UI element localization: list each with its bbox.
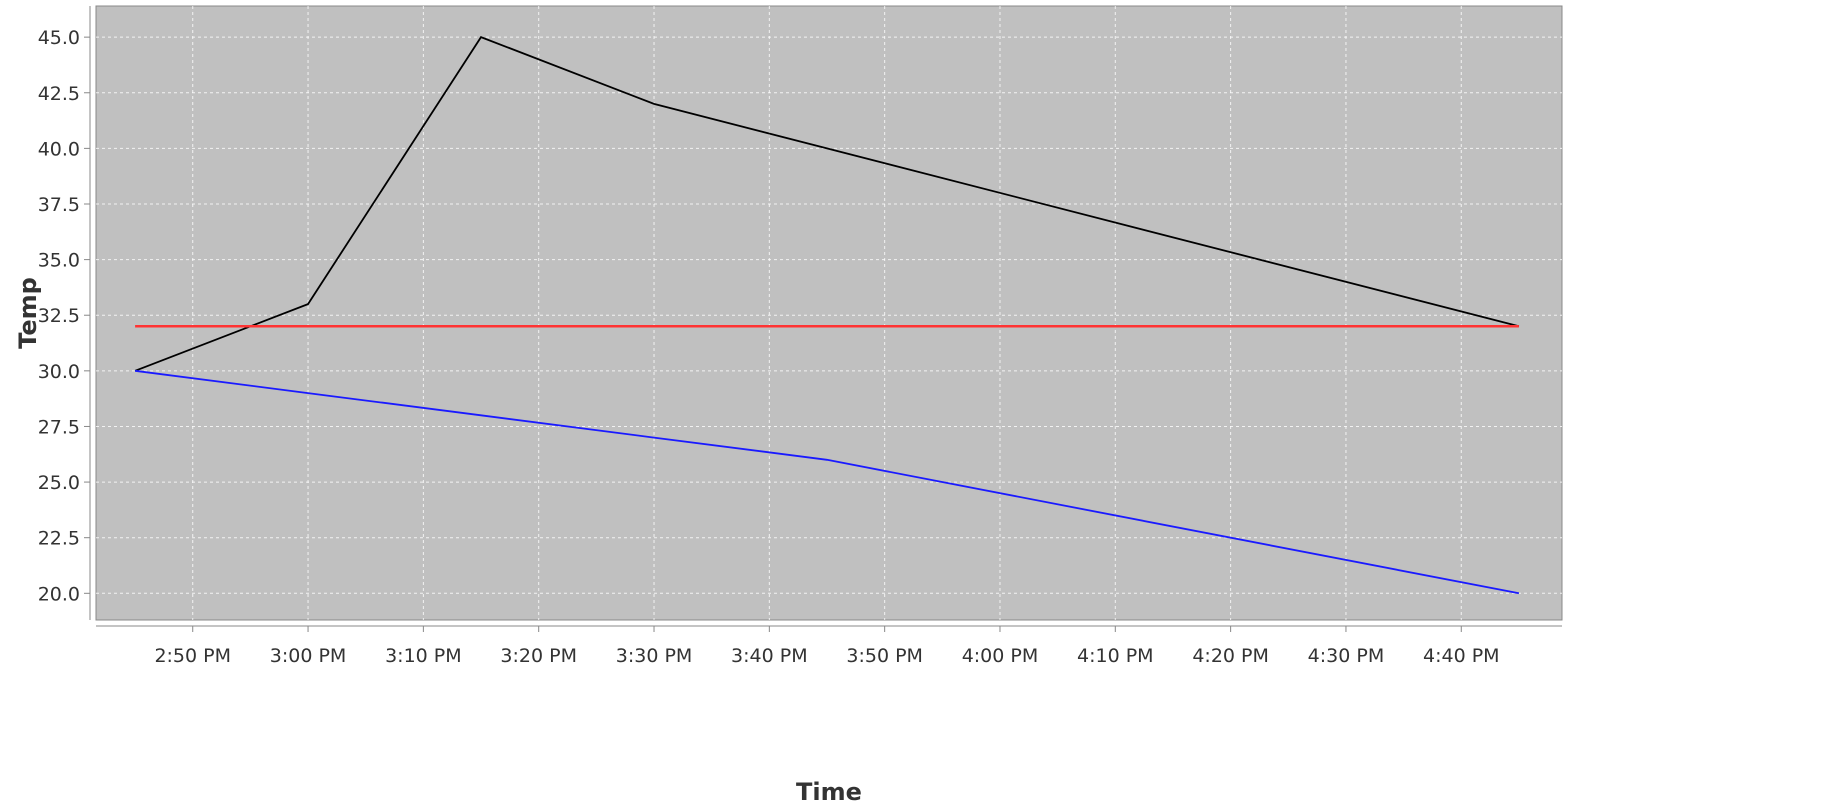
plot-area (95, 5, 1563, 621)
x-axis-ticks: 2:50 PM 3:00 PM 3:10 PM 3:20 PM 3:30 PM 3:40 … (154, 626, 1500, 667)
x-tick-label: 4:20 PM (1192, 645, 1269, 667)
y-tick-label: 45.0 (38, 27, 80, 49)
y-axis-ticks: 20.0 22.5 25.0 27.5 30.0 32.5 35.0 37.5 40.0 42.5… (38, 27, 90, 605)
x-tick-label: 3:10 PM (385, 645, 462, 667)
x-tick-label: 4:00 PM (962, 645, 1039, 667)
x-tick-label: 3:30 PM (616, 645, 693, 667)
x-tick-label: 2:50 PM (154, 645, 231, 667)
y-tick-label: 20.0 (38, 583, 80, 605)
vertical-gridlines (192, 6, 1462, 620)
x-tick-label: 3:50 PM (846, 645, 923, 667)
series-line-3 (134, 369, 1520, 595)
y-tick-label: 37.5 (38, 194, 80, 216)
y-tick-label: 40.0 (38, 138, 80, 160)
series-layer (134, 35, 1520, 595)
x-tick-label: 3:40 PM (731, 645, 808, 667)
y-tick-label: 32.5 (38, 305, 80, 327)
y-tick-label: 25.0 (38, 472, 80, 494)
y-tick-label: 22.5 (38, 528, 80, 550)
x-tick-label: 4:10 PM (1077, 645, 1154, 667)
x-axis-title: Time (796, 778, 862, 806)
x-tick-label: 4:40 PM (1423, 645, 1500, 667)
y-tick-label: 30.0 (38, 361, 80, 383)
y-tick-label: 27.5 (38, 416, 80, 438)
y-axis-title: Temp (14, 277, 42, 349)
x-tick-label: 3:00 PM (270, 645, 347, 667)
x-tick-label: 4:30 PM (1308, 645, 1385, 667)
x-tick-label: 3:20 PM (500, 645, 577, 667)
series-line-1 (134, 35, 1520, 372)
y-tick-label: 35.0 (38, 250, 80, 272)
y-tick-label: 42.5 (38, 83, 80, 105)
